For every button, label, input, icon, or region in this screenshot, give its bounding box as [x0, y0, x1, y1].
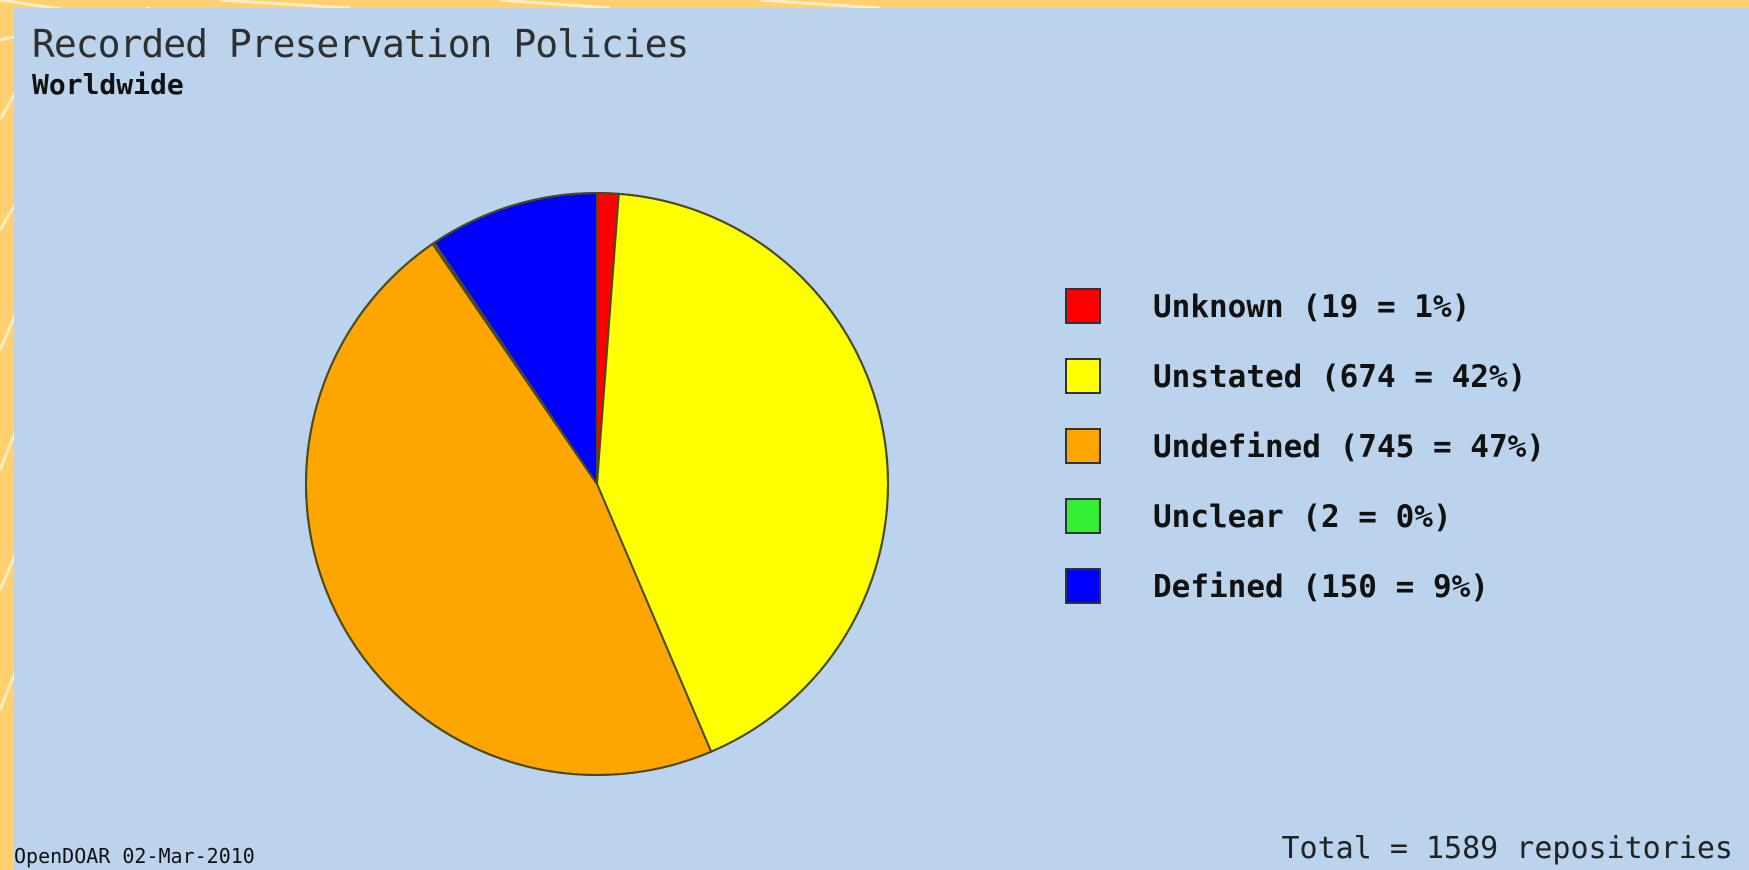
legend-swatch-undefined: [1065, 428, 1101, 464]
legend-label-unstated: Unstated (674 = 42%): [1153, 359, 1527, 395]
legend-label-undefined: Undefined (745 = 47%): [1153, 429, 1545, 465]
chart-panel: Recorded Preservation Policies Worldwide…: [14, 8, 1749, 870]
chart-title: Recorded Preservation Policies: [32, 22, 689, 66]
legend-item-unstated: Unstated (674 = 42%): [1065, 358, 1715, 428]
chart-subtitle: Worldwide: [32, 68, 184, 101]
legend-swatch-unknown: [1065, 288, 1101, 324]
legend-swatch-unclear: [1065, 498, 1101, 534]
source-label: OpenDOAR 02-Mar-2010: [14, 844, 255, 868]
legend-swatch-unstated: [1065, 358, 1101, 394]
pie-chart: [305, 191, 889, 776]
legend-item-unclear: Unclear (2 = 0%): [1065, 498, 1715, 568]
legend-swatch-defined: [1065, 568, 1101, 604]
total-repositories: Total = 1589 repositories: [1281, 831, 1733, 866]
legend-label-unknown: Unknown (19 = 1%): [1153, 289, 1471, 325]
legend-item-defined: Defined (150 = 9%): [1065, 568, 1715, 638]
legend-label-defined: Defined (150 = 9%): [1153, 569, 1489, 605]
pie-outline: [305, 192, 889, 776]
chart-legend: Unknown (19 = 1%) Unstated (674 = 42%) Und…: [1065, 288, 1715, 638]
legend-item-undefined: Undefined (745 = 47%): [1065, 428, 1715, 498]
legend-item-unknown: Unknown (19 = 1%): [1065, 288, 1715, 358]
legend-label-unclear: Unclear (2 = 0%): [1153, 499, 1452, 535]
